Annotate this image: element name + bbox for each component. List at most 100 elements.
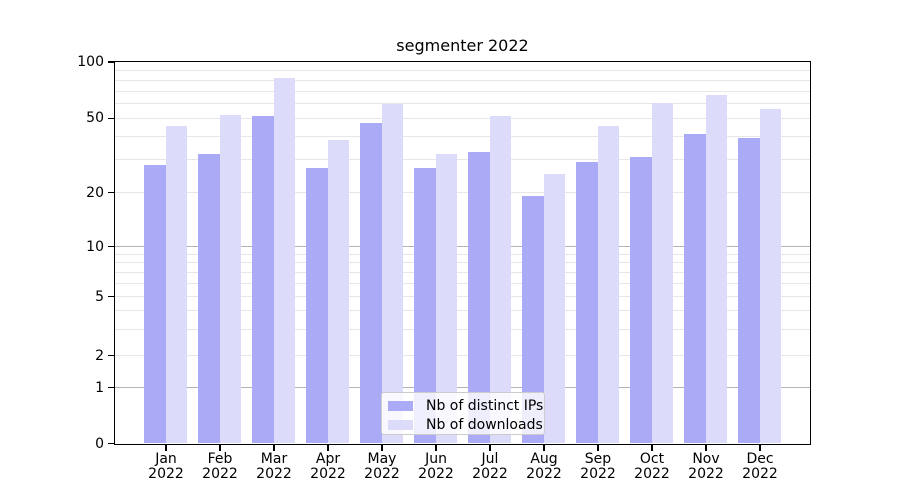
y-tick-label-5: 5 [95,288,104,305]
legend-swatch-distinct-ips [388,400,413,411]
gridline-minor-90 [115,70,810,72]
x-tick-mark-apr [327,445,329,451]
x-tick-label-sep: Sep 2022 [571,452,625,482]
x-tick-label-aug: Aug 2022 [517,452,571,482]
y-tick-mark-50 [108,117,115,119]
y-tick-mark-10 [108,245,115,248]
gridline-minor-6 [115,282,810,284]
bar-distinct-ips-oct [630,156,652,444]
bar-distinct-ips-sep [576,162,598,444]
x-tick-month: Jan [155,451,177,467]
bar-distinct-ips-may [360,122,382,444]
x-tick-year: 2022 [472,466,508,482]
bar-downloads-nov [705,95,728,444]
y-tick-label-0: 0 [95,435,104,452]
bar-distinct-ips-jan [144,164,166,444]
bar-distinct-ips-jun [414,167,436,444]
y-tick-label-50: 50 [86,110,104,127]
x-tick-month: Oct [639,451,665,467]
bar-downloads-dec [759,108,782,444]
x-tick-month: Dec [746,451,774,467]
x-tick-mark-nov [705,445,707,451]
x-tick-mark-jan [165,445,167,451]
y-tick-mark-2 [108,354,115,357]
gridline-major-10 [115,246,810,248]
gridline-minor-8 [115,262,810,264]
gridline-minor-4 [115,310,810,312]
x-tick-label-jun: Jun 2022 [409,452,463,482]
x-tick-year: 2022 [310,466,346,482]
gridline-minor-2 [115,355,810,357]
y-tick-mark-20 [108,192,115,194]
x-tick-year: 2022 [580,466,616,482]
x-tick-year: 2022 [526,466,562,482]
bar-distinct-ips-aug [522,196,544,444]
bar-downloads-aug [543,174,566,444]
x-tick-year: 2022 [742,466,778,482]
bar-distinct-ips-jul [468,151,490,444]
gridline-major-1 [115,387,810,389]
x-tick-label-nov: Nov 2022 [679,452,733,482]
x-tick-month: Nov [692,451,720,467]
x-tick-month: Jul [481,451,499,467]
gridline-minor-20 [115,192,810,194]
x-tick-mark-mar [273,445,275,451]
gridline-minor-5 [115,296,810,298]
y-tick-mark-0 [108,443,115,445]
bar-downloads-sep [597,126,620,444]
y-tick-mark-100 [108,61,115,63]
x-tick-month: Apr [315,451,341,467]
y-tick-label-10: 10 [86,238,104,255]
bar-downloads-jul [489,116,512,444]
x-tick-label-dec: Dec 2022 [733,452,787,482]
bar-downloads-may [381,104,404,444]
x-tick-mark-jul [489,445,491,451]
x-tick-month: Aug [530,451,558,467]
gridline-minor-70 [115,90,810,92]
bar-downloads-jun [435,154,458,444]
x-tick-mark-may [381,445,383,451]
bar-downloads-jan [165,126,188,444]
x-tick-year: 2022 [256,466,292,482]
x-tick-year: 2022 [688,466,724,482]
chart-title: segmenter 2022 [396,36,529,55]
gridline-minor-9 [115,253,810,255]
gridline-minor-3 [115,328,810,330]
x-tick-label-jul: Jul 2022 [463,452,517,482]
gridline-minor-30 [115,159,810,161]
x-tick-mark-oct [651,445,653,451]
legend-item-distinct-ips: Nb of distinct IPs [388,396,544,415]
x-tick-label-mar: Mar 2022 [247,452,301,482]
x-tick-label-feb: Feb 2022 [193,452,247,482]
bar-distinct-ips-mar [252,116,274,444]
legend: Nb of distinct IPs Nb of downloads [381,392,545,435]
y-tick-label-1: 1 [95,379,104,396]
y-tick-label-100: 100 [77,54,104,70]
legend-item-downloads: Nb of downloads [388,415,544,434]
y-tick-mark-1 [108,386,115,389]
x-tick-mark-dec [759,445,761,451]
x-tick-mark-aug [543,445,545,451]
x-tick-year: 2022 [202,466,238,482]
legend-label-distinct-ips: Nb of distinct IPs [426,397,544,414]
gridline-minor-50 [115,117,810,119]
gridline-minor-7 [115,271,810,273]
x-tick-mark-feb [219,445,221,451]
x-tick-year: 2022 [364,466,400,482]
gridline-minor-60 [115,103,810,105]
gridline-minor-40 [115,136,810,138]
y-tick-label-2: 2 [95,347,104,364]
x-tick-label-jan: Jan 2022 [139,452,193,482]
x-tick-month: Feb [207,451,233,467]
bar-distinct-ips-apr [306,167,328,444]
x-tick-month: Mar [260,451,288,467]
plot-area [114,61,811,445]
x-tick-label-may: May 2022 [355,452,409,482]
x-tick-year: 2022 [634,466,670,482]
x-tick-mark-jun [435,445,437,451]
y-tick-label-20: 20 [86,184,104,201]
x-tick-year: 2022 [148,466,184,482]
x-tick-label-oct: Oct 2022 [625,452,679,482]
legend-label-downloads: Nb of downloads [426,416,543,433]
